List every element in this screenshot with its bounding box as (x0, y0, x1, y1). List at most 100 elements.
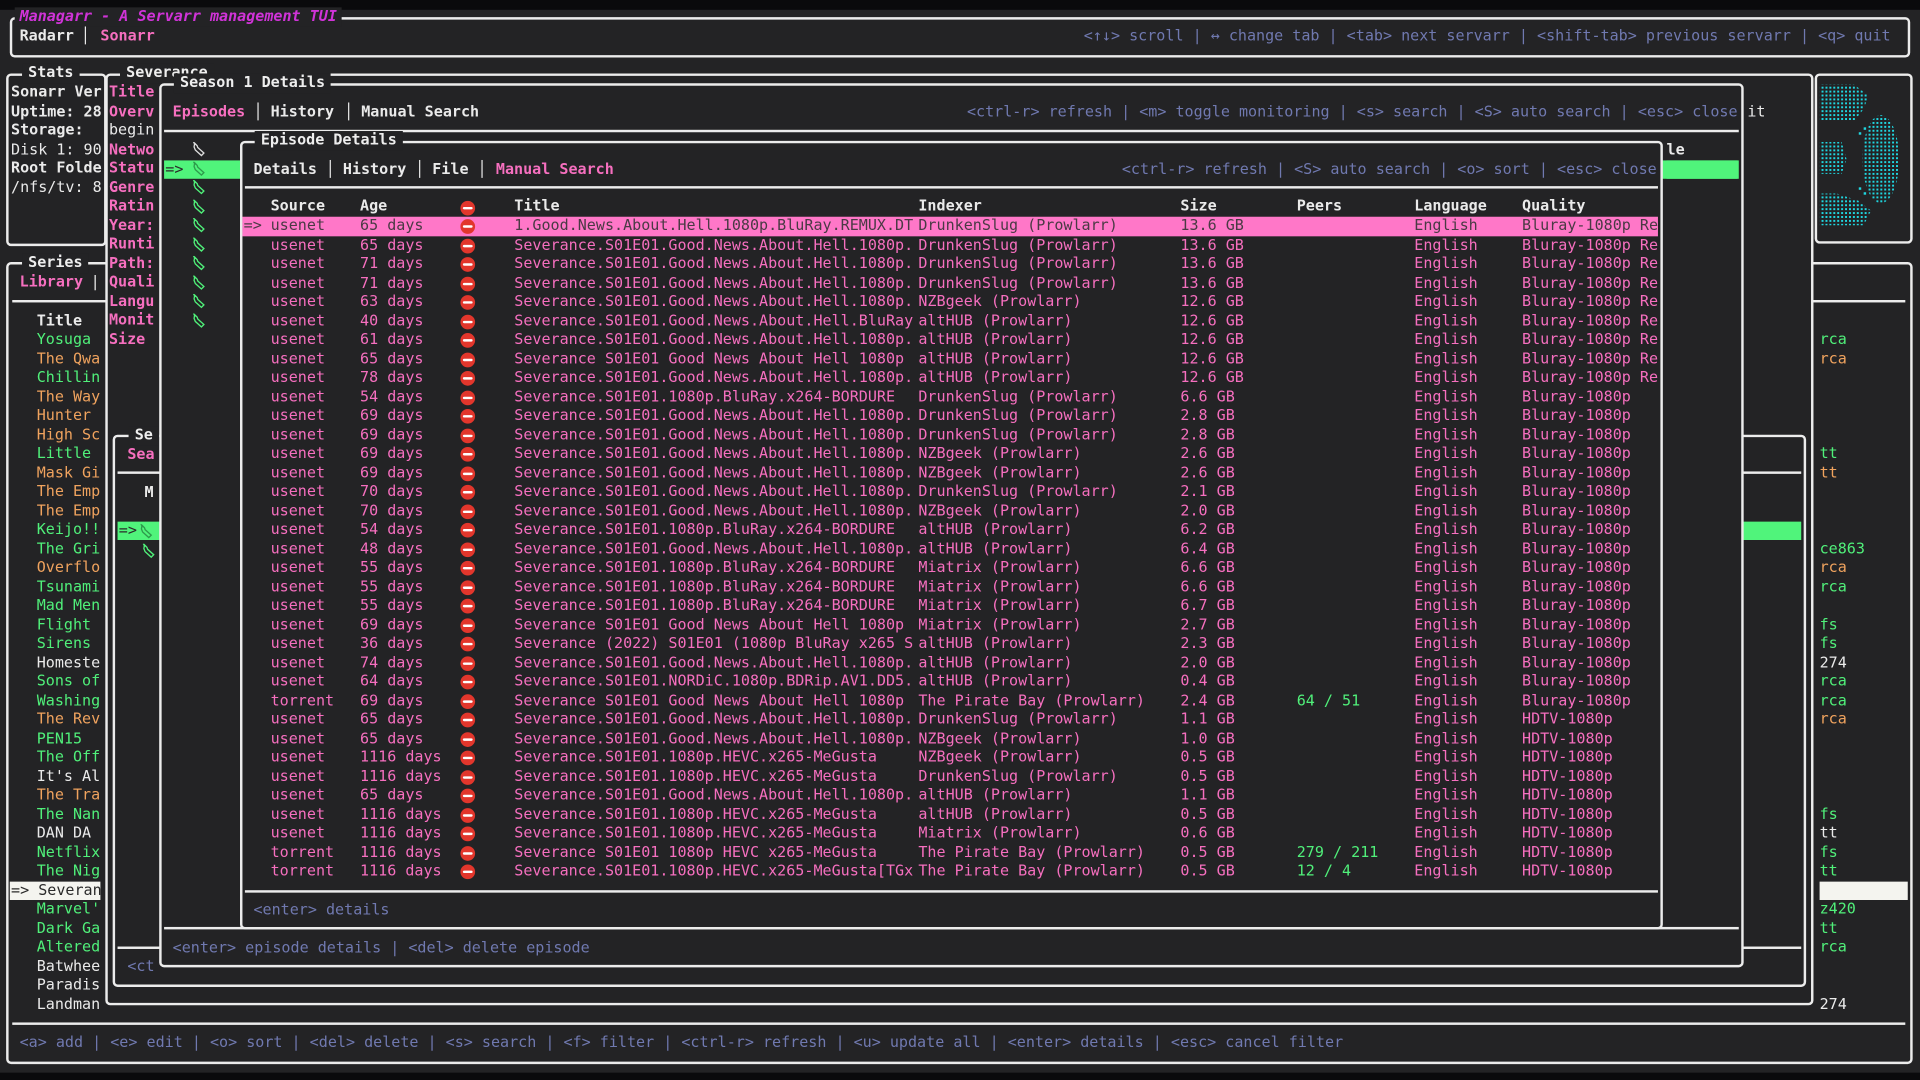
series-row-title[interactable]: Mad Men (36, 596, 101, 614)
series-row-title[interactable]: High Sc (36, 425, 101, 443)
release-row[interactable]: usenet 69 days Severance.S01E01.Good.News.… (242, 407, 1658, 426)
release-row[interactable]: usenet 61 days Severance.S01E01.Good.News.… (242, 331, 1658, 350)
release-row[interactable]: usenet 69 days Severance.S01E01.Good.News.… (242, 463, 1658, 482)
release-row[interactable]: usenet 71 days Severance.S01E01.Good.News.… (242, 255, 1658, 274)
series-row-title[interactable]: Little (36, 444, 92, 462)
column-quality[interactable]: Quality (1522, 197, 1586, 215)
release-row[interactable]: usenet 70 days Severance.S01E01.Good.News.… (242, 482, 1658, 501)
series-row-title[interactable]: Flight (36, 615, 92, 633)
release-row[interactable]: usenet 48 days Severance.S01E01.Good.News.… (242, 539, 1658, 558)
series-row-title[interactable]: Netflix (36, 843, 101, 861)
release-row[interactable]: usenet 1116 days Severance.S01E01.1080p.HE… (242, 805, 1658, 824)
column-peers[interactable]: Peers (1296, 197, 1343, 215)
release-row[interactable]: usenet 40 days Severance.S01E01.Good.News.… (242, 312, 1658, 331)
release-row[interactable]: usenet 69 days Severance.S01E01.Good.News.… (242, 426, 1658, 445)
series-row-title[interactable]: Mask Gi (36, 463, 101, 481)
series-row-title[interactable]: Washing (36, 691, 101, 709)
series-row-title[interactable]: Paradis (36, 975, 101, 994)
release-row[interactable]: usenet 65 days Severance.S01E01.Good.News.… (242, 786, 1658, 805)
release-row[interactable]: usenet 71 days Severance.S01E01.Good.News.… (242, 274, 1658, 293)
tab-radarr[interactable]: Radarr (19, 26, 74, 45)
release-row[interactable]: usenet 54 days Severance.S01E01.1080p.BluR… (242, 520, 1658, 539)
series-row-title[interactable]: Altered (36, 937, 101, 956)
release-row[interactable]: torrent 69 days Severance S01E01 Good News… (242, 691, 1658, 710)
series-row-extra: rca (1819, 691, 1847, 709)
release-row[interactable]: usenet 78 days Severance.S01E01.Good.News.… (242, 369, 1658, 388)
release-row[interactable]: usenet 36 days Severance (2022) S01E01 (10… (242, 634, 1658, 653)
series-row-title[interactable]: The Way (36, 387, 101, 405)
series-selected-row-right[interactable] (1819, 881, 1908, 900)
release-row[interactable]: usenet 65 days Severance.S01E01.Good.News.… (242, 236, 1658, 255)
series-row-title[interactable]: The Emp (36, 482, 101, 500)
release-language: English (1414, 520, 1478, 538)
tab-library[interactable]: Library (19, 273, 84, 291)
release-row[interactable]: usenet 74 days Severance.S01E01.Good.News.… (242, 653, 1658, 672)
series-row-title[interactable]: Homeste (36, 653, 101, 671)
release-size: 6.6 GB (1180, 558, 1235, 576)
series-row-title[interactable]: Overflo (36, 558, 101, 576)
tab-history[interactable]: History (270, 102, 335, 121)
release-row[interactable]: usenet 63 days Severance.S01E01.Good.News.… (242, 293, 1658, 312)
series-row-title[interactable]: The Off (36, 748, 101, 766)
tab-manual-search[interactable]: Manual Search (361, 102, 480, 121)
release-row[interactable]: torrent 1116 days Severance S01E01 1080p H… (242, 843, 1658, 862)
tab-manual-search[interactable]: Manual Search (495, 160, 614, 178)
series-row-title[interactable]: => Severan (11, 881, 101, 899)
series-row-title[interactable]: Yosuga (36, 330, 92, 348)
column-size[interactable]: Size (1180, 197, 1217, 215)
tab-details[interactable]: Details (253, 160, 317, 178)
release-row[interactable]: usenet 69 days Severance.S01E01.Good.News.… (242, 444, 1658, 463)
no-entry-icon (460, 712, 476, 728)
series-row-title[interactable]: The Qwa (36, 349, 101, 367)
series-row-title[interactable]: Landman (36, 994, 101, 1013)
series-row-title[interactable]: The Tra (36, 786, 101, 804)
series-row-title[interactable]: Tsunami (36, 577, 101, 595)
tab-sonarr[interactable]: Sonarr (100, 26, 155, 45)
series-row-title[interactable]: Dark Ga (36, 918, 101, 937)
column-age[interactable]: Age (360, 197, 388, 215)
series-row-title[interactable]: PEN15 (36, 729, 83, 747)
series-row-title[interactable]: Keijo!! (36, 520, 101, 538)
series-row-title[interactable]: The Gri (36, 539, 101, 557)
series-selected-row[interactable] (9, 881, 101, 900)
release-row[interactable]: usenet 65 days Severance.S01E01.Good.News.… (242, 710, 1658, 729)
column-source[interactable]: Source (270, 197, 326, 215)
release-row[interactable]: usenet 65 days Severance S01E01 Good News … (242, 350, 1658, 369)
series-row-title[interactable]: Hunter (36, 406, 92, 424)
release-age: 69 days (360, 691, 424, 709)
series-row-title[interactable]: Marvel' (36, 900, 101, 918)
series-row-title[interactable]: The Nig (36, 862, 101, 880)
series-row-title[interactable]: DAN DA (36, 824, 92, 842)
tab-file[interactable]: File (432, 160, 469, 178)
release-row[interactable]: usenet 70 days Severance.S01E01.Good.News.… (242, 501, 1658, 520)
release-row[interactable]: usenet 54 days Severance.S01E01.1080p.BluR… (242, 388, 1658, 407)
release-row[interactable]: usenet 1116 days Severance.S01E01.1080p.HE… (242, 824, 1658, 843)
release-row[interactable]: => usenet 65 days 1.Good.News.About.Hell.10… (242, 216, 1658, 236)
tab-seasons[interactable]: Sea (127, 445, 155, 463)
release-quality: Bluray-1080p Re (1522, 235, 1658, 253)
release-row[interactable]: torrent 1116 days Severance.S01E01.1080p.H… (242, 862, 1658, 881)
release-row[interactable]: usenet 69 days Severance S01E01 Good News … (242, 615, 1658, 634)
series-row-title[interactable]: It's Al (36, 767, 101, 785)
series-row-title[interactable]: Sirens (36, 634, 92, 652)
release-size: 13.6 GB (1180, 235, 1244, 253)
release-row[interactable]: usenet 55 days Severance.S01E01.1080p.BluR… (242, 577, 1658, 596)
column-indexer[interactable]: Indexer (918, 197, 982, 215)
release-row[interactable]: usenet 65 days Severance.S01E01.Good.News.… (242, 729, 1658, 748)
tab-episodes[interactable]: Episodes (172, 102, 246, 121)
release-row[interactable]: usenet 55 days Severance.S01E01.1080p.BluR… (242, 596, 1658, 615)
tab-history[interactable]: History (342, 160, 407, 178)
release-source: usenet (270, 330, 326, 348)
release-row[interactable]: usenet 1116 days Severance.S01E01.1080p.HE… (242, 767, 1658, 786)
column-language[interactable]: Language (1414, 197, 1487, 215)
series-row-title[interactable]: Batwhee (36, 956, 101, 975)
series-row-title[interactable]: The Emp (36, 501, 101, 519)
series-row-title[interactable]: Chillin (36, 368, 101, 386)
release-row[interactable]: usenet 1116 days Severance.S01E01.1080p.HE… (242, 748, 1658, 767)
series-row-title[interactable]: The Rev (36, 710, 101, 728)
release-row[interactable]: usenet 64 days Severance.S01E01.NORDiC.108… (242, 672, 1658, 691)
column-title[interactable]: Title (514, 197, 560, 215)
series-row-title[interactable]: Sons of (36, 672, 101, 690)
series-row-title[interactable]: The Nan (36, 805, 101, 823)
release-row[interactable]: usenet 55 days Severance.S01E01.1080p.BluR… (242, 558, 1658, 577)
